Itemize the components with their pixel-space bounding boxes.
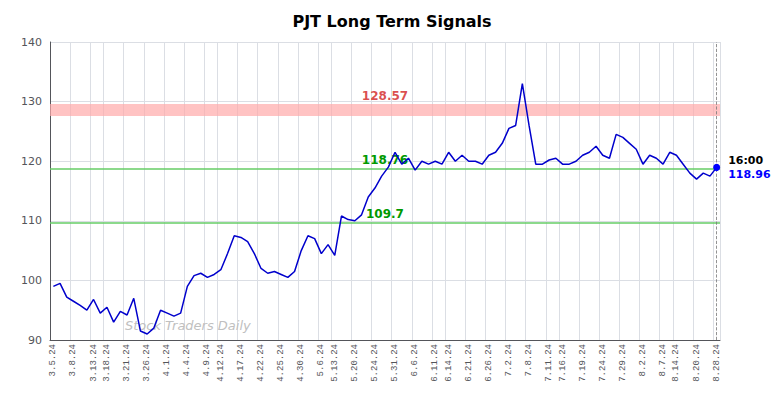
svg-text:120: 120 [21,155,42,168]
svg-text:6.6.24: 6.6.24 [410,344,420,376]
svg-text:4.30.24: 4.30.24 [296,344,306,382]
svg-text:4.4.24: 4.4.24 [182,344,192,376]
svg-text:110: 110 [21,214,42,227]
svg-text:7.16.24: 7.16.24 [558,344,568,382]
svg-text:Stock Traders Daily: Stock Traders Daily [125,318,251,333]
svg-text:5.31.24: 5.31.24 [390,344,400,382]
svg-text:6.21.24: 6.21.24 [464,344,474,382]
svg-text:4.25.24: 4.25.24 [276,344,286,382]
svg-text:7.19.24: 7.19.24 [578,344,588,382]
svg-text:3.26.24: 3.26.24 [142,344,152,382]
svg-text:5.24.24: 5.24.24 [370,344,380,382]
svg-text:3.8.24: 3.8.24 [68,344,78,376]
svg-text:7.29.24: 7.29.24 [618,344,628,382]
svg-text:4.12.24: 4.12.24 [216,344,226,382]
svg-text:109.7: 109.7 [366,207,404,221]
svg-text:128.57: 128.57 [362,89,408,103]
svg-text:8.2.24: 8.2.24 [638,344,648,376]
svg-text:16:00: 16:00 [728,154,763,167]
svg-text:5.13.24: 5.13.24 [330,344,340,382]
svg-text:6.26.24: 6.26.24 [484,344,494,382]
svg-text:8.7.24: 8.7.24 [658,344,668,376]
svg-text:5.6.24: 5.6.24 [316,344,326,376]
svg-text:7.11.24: 7.11.24 [544,344,554,382]
svg-text:4.22.24: 4.22.24 [256,344,266,382]
svg-text:3.5.24: 3.5.24 [48,344,58,376]
svg-text:7.8.24: 7.8.24 [524,344,534,376]
svg-text:3.13.24: 3.13.24 [89,344,99,382]
svg-text:3.21.24: 3.21.24 [122,344,132,382]
svg-text:6.11.24: 6.11.24 [430,344,440,382]
svg-text:PJT Long Term Signals: PJT Long Term Signals [292,12,491,31]
svg-text:4.9.24: 4.9.24 [202,344,212,376]
svg-text:8.28.24: 8.28.24 [712,344,722,382]
svg-text:7.2.24: 7.2.24 [504,344,514,376]
svg-text:7.24.24: 7.24.24 [598,344,608,382]
svg-text:90: 90 [28,334,42,347]
svg-text:6.14.24: 6.14.24 [444,344,454,382]
svg-text:140: 140 [21,36,42,49]
svg-text:4.17.24: 4.17.24 [236,344,246,382]
svg-text:4.1.24: 4.1.24 [162,344,172,376]
svg-text:100: 100 [21,274,42,287]
svg-text:130: 130 [21,95,42,108]
svg-text:8.20.24: 8.20.24 [692,344,702,382]
svg-text:5.20.24: 5.20.24 [350,344,360,382]
svg-text:118.76: 118.76 [361,152,409,167]
svg-text:3.18.24: 3.18.24 [102,344,112,382]
svg-text:8.14.24: 8.14.24 [671,344,681,382]
svg-text:118.96: 118.96 [728,168,771,181]
